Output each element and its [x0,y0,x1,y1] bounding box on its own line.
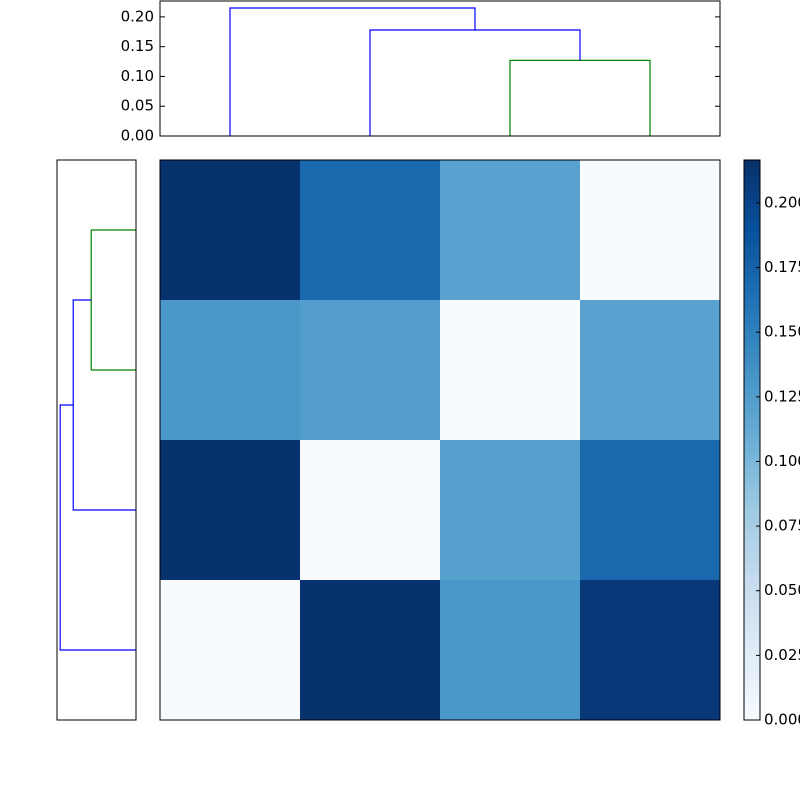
heatmap-cell [300,440,440,580]
colorbar-tick-label: 0.075 [764,517,800,535]
heatmap-cell [160,160,300,300]
dendrogram-link [509,59,651,136]
y-tick-label: 0.05 [121,97,154,115]
heatmap-cell [160,300,300,440]
y-tick-label: 0.15 [121,37,154,55]
heatmap-cell [440,580,580,720]
dendrogram-link [72,299,136,511]
colorbar-tick-label: 0.200 [764,193,800,211]
heatmap-cell [440,300,580,440]
dendrogram-link [229,7,476,136]
colorbar-tick-label: 0.025 [764,646,800,664]
heatmap-cell [580,160,720,300]
axes-frame [159,0,721,137]
colorbar-tick-label: 0.000 [764,711,800,729]
heatmap-cell [440,440,580,580]
y-tick-label: 0.20 [121,7,154,25]
colorbar [743,159,761,721]
y-tick-label: 0.00 [121,127,154,145]
dendrogram-link [90,229,136,371]
axes-frame [159,159,721,721]
heatmap-cell [300,160,440,300]
colorbar-tick-label: 0.050 [764,581,800,599]
dendrogram-link [369,29,581,136]
colorbar-tick-label: 0.150 [764,323,800,341]
heatmap-cell [300,580,440,720]
axes-frame [56,159,137,721]
colorbar-tick-label: 0.125 [764,387,800,405]
heatmap-cell [440,160,580,300]
heatmap-cell [580,300,720,440]
heatmap-cell [160,440,300,580]
heatmap-cell [160,580,300,720]
heatmap-cell [580,440,720,580]
heatmap-cell [300,300,440,440]
heatmap-cell [580,580,720,720]
colorbar-tick-label: 0.100 [764,452,800,470]
y-tick-label: 0.10 [121,67,154,85]
dendrogram-link [59,404,136,651]
colorbar-tick-label: 0.175 [764,258,800,276]
